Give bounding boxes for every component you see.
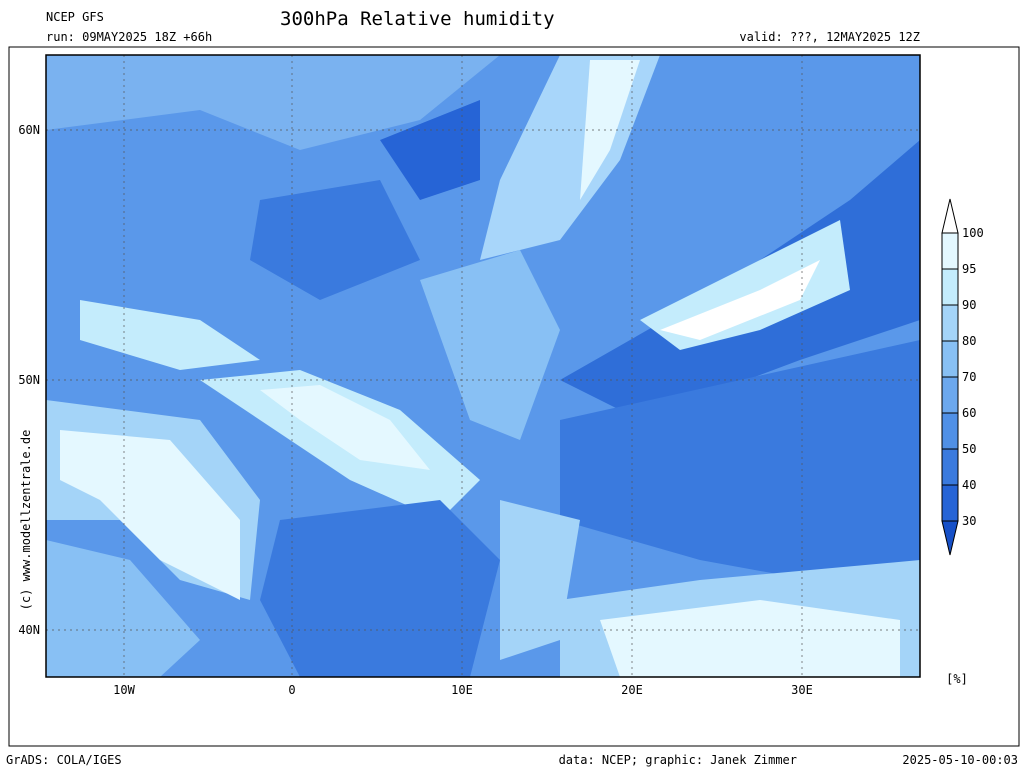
colorbar-cap-bottom: [941, 520, 959, 556]
copyright: (c) www.modellzentrale.de: [19, 430, 33, 611]
humidity-field: [46, 55, 920, 677]
colorbar-label: 95: [962, 262, 976, 276]
longitude-label: 0: [288, 683, 295, 697]
latitude-label: 60N: [18, 123, 40, 137]
run-label: run: 09MAY2025 18Z +66h: [46, 30, 212, 44]
valid-label: valid: ???, 12MAY2025 12Z: [739, 30, 920, 44]
colorbar-label: 50: [962, 442, 976, 456]
footer-right: 2025-05-10-00:03: [902, 753, 1018, 767]
longitude-label: 30E: [791, 683, 813, 697]
model-label: NCEP GFS: [46, 10, 104, 24]
colorbar-swatch: [941, 304, 959, 342]
latitude-label: 40N: [18, 623, 40, 637]
colorbar-label: 40: [962, 478, 976, 492]
latitude-label: 50N: [18, 373, 40, 387]
colorbar-swatch: [941, 376, 959, 414]
map-frame: [45, 54, 921, 678]
colorbar-swatch: [941, 268, 959, 306]
colorbar-label: 70: [962, 370, 976, 384]
colorbar-swatch: [941, 340, 959, 378]
colorbar-label: 30: [962, 514, 976, 528]
colorbar-label: 90: [962, 298, 976, 312]
colorbar-label: 100: [962, 226, 984, 240]
longitude-label: 20E: [621, 683, 643, 697]
footer-left: GrADS: COLA/IGES: [6, 753, 122, 767]
colorbar-swatch: [941, 448, 959, 486]
outer-frame: [8, 46, 1020, 747]
longitude-label: 10E: [451, 683, 473, 697]
colorbar-swatch: [941, 412, 959, 450]
map-title: 300hPa Relative humidity: [280, 8, 555, 30]
colorbar-swatch: [941, 484, 959, 522]
footer-center: data: NCEP; graphic: Janek Zimmer: [559, 753, 797, 767]
colorbar-label: 80: [962, 334, 976, 348]
graticule: [46, 55, 920, 677]
colorbar-cap-top: [941, 198, 959, 234]
colorbar-label: 60: [962, 406, 976, 420]
colorbar-unit: [%]: [946, 672, 968, 686]
longitude-label: 10W: [113, 683, 135, 697]
colorbar-swatch: [941, 232, 959, 270]
